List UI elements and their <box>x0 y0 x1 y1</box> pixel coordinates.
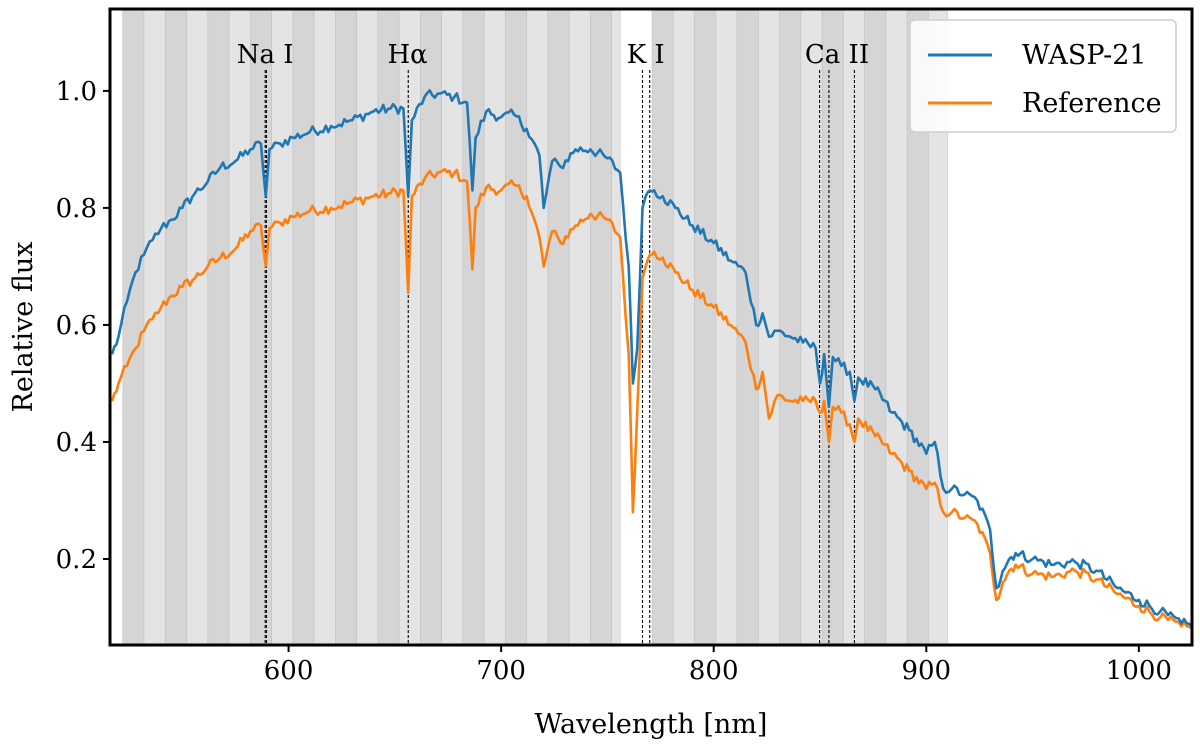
x-axis-ticks: 600 700 800 900 1000 <box>264 645 1172 686</box>
bin-band-1-6 <box>779 9 802 645</box>
bin-band-0-8 <box>292 9 315 645</box>
x-axis-label: Wavelength [nm] <box>535 709 768 740</box>
spectral-line-markers: Na I Hα K I Ca II <box>237 40 869 645</box>
bin-band-1-5 <box>758 9 780 645</box>
bin-band-0-1 <box>143 9 166 645</box>
bin-band-0-4 <box>207 9 230 645</box>
bin-band-1-0 <box>651 9 674 645</box>
x-tick-label-800: 800 <box>689 656 739 686</box>
bin-band-1-2 <box>694 9 717 645</box>
bin-band-0-5 <box>228 9 251 645</box>
y-tick-label-0.6: 0.6 <box>56 311 97 341</box>
x-tick-label-1000: 1000 <box>1106 656 1172 686</box>
bin-band-0-21 <box>568 9 591 645</box>
bin-band-0-18 <box>505 9 527 645</box>
plot-frame <box>108 7 1194 647</box>
bin-band-1-11 <box>885 9 908 645</box>
y-tick-label-0.4: 0.4 <box>56 428 97 458</box>
line-label-k-i: K I <box>627 40 665 70</box>
bin-band-1-8 <box>821 9 844 645</box>
bin-band-0-22 <box>590 9 612 645</box>
line-label-na-i: Na I <box>237 40 294 70</box>
y-axis-ticks: 0.2 0.4 0.6 0.8 1.0 <box>56 77 110 575</box>
bin-band-0-23 <box>611 9 621 645</box>
x-tick-label-600: 600 <box>264 656 314 686</box>
legend: WASP-21 Reference <box>909 19 1177 133</box>
bin-band-0-9 <box>313 9 336 645</box>
bin-band-0-11 <box>356 9 379 645</box>
bin-band-0-17 <box>483 9 506 645</box>
y-tick-label-0.8: 0.8 <box>56 194 97 224</box>
bin-band-0-14 <box>420 9 442 645</box>
line-label-ca-ii: Ca II <box>805 40 869 70</box>
wavelength-bin-bands <box>122 9 948 645</box>
bin-band-0-2 <box>164 9 187 645</box>
bin-band-0-0 <box>122 9 145 645</box>
x-tick-label-700: 700 <box>476 656 526 686</box>
y-axis-label: Relative flux <box>8 242 39 413</box>
bin-band-0-10 <box>335 9 357 645</box>
bin-band-0-7 <box>271 9 294 645</box>
y-tick-label-0.2: 0.2 <box>56 545 97 575</box>
legend-label-wasp-21: WASP-21 <box>1022 40 1147 71</box>
bin-band-0-6 <box>249 9 272 645</box>
bin-band-0-3 <box>186 9 209 645</box>
bin-band-1-4 <box>736 9 759 645</box>
bin-band-0-19 <box>526 9 549 645</box>
bin-band-1-10 <box>864 9 887 645</box>
y-tick-label-1: 1.0 <box>56 77 97 107</box>
flux-series <box>110 89 1192 631</box>
legend-label-reference: Reference <box>1022 88 1162 119</box>
bin-band-1-1 <box>673 9 695 645</box>
line-label-h: Hα <box>387 40 427 70</box>
x-tick-label-900: 900 <box>901 656 951 686</box>
bin-band-0-12 <box>377 9 400 645</box>
bin-band-0-20 <box>547 9 570 645</box>
series-line-wasp-21 <box>110 89 1192 628</box>
bin-band-0-13 <box>398 9 421 645</box>
bin-band-1-7 <box>800 9 823 645</box>
series-line-reference <box>110 167 1192 631</box>
